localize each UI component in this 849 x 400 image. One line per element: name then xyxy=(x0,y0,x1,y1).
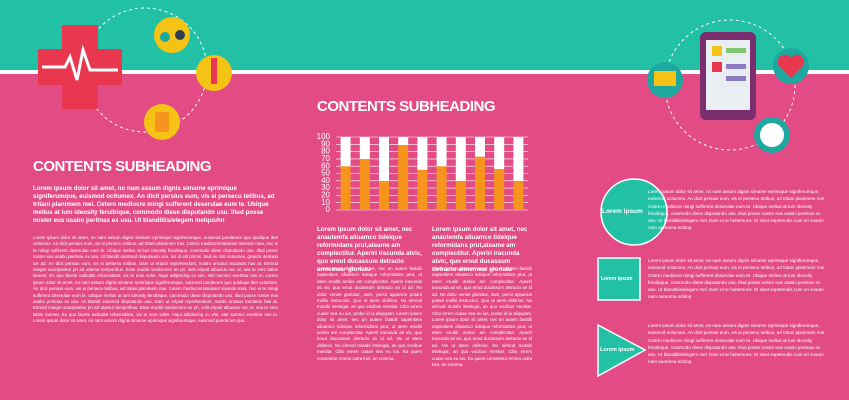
y-tick-label: 90 xyxy=(321,139,330,148)
item-text: Lorem ipsum dolor sit amet, no nam assum… xyxy=(648,323,826,365)
bar-segment xyxy=(494,137,505,170)
square-shape xyxy=(597,257,641,301)
item-text: Lorem ipsum dolor sit amet, no nam assum… xyxy=(648,258,826,300)
bar-segment xyxy=(398,137,409,146)
y-tick-label: 60 xyxy=(321,161,330,170)
bar-segment xyxy=(513,137,524,181)
dish xyxy=(760,123,784,147)
item-text: Lorem ipsum dolor sit amet, no nam assum… xyxy=(648,189,826,231)
monitor xyxy=(654,71,676,86)
bar-segment xyxy=(513,180,524,210)
band-divider xyxy=(0,70,849,74)
y-tick-label: 30 xyxy=(321,183,330,192)
body-text: Lorem ipsum dolor sit amet, nec an autem… xyxy=(432,266,532,368)
pill-icon xyxy=(154,17,190,53)
shape-label: Lorem ipsum xyxy=(600,347,635,353)
shape-label: Lorem ipsum xyxy=(602,208,643,215)
bar-segment xyxy=(359,137,370,159)
bar-segment xyxy=(340,137,351,167)
bar-segment xyxy=(340,166,351,210)
y-tick-label: 50 xyxy=(321,169,330,178)
pill xyxy=(160,32,170,42)
y-tick-label: 20 xyxy=(321,191,330,200)
bar-segment xyxy=(398,145,409,210)
bar-segment xyxy=(455,180,466,210)
dropper xyxy=(211,58,217,84)
bar-segment xyxy=(379,180,389,210)
bar-segment xyxy=(417,169,428,210)
y-tick-label: 80 xyxy=(321,147,330,156)
bar-segment xyxy=(475,137,485,157)
phone-item xyxy=(712,46,722,56)
bar-segment xyxy=(436,137,447,167)
bar-segment xyxy=(475,156,485,210)
body-text: Lorem ipsum dolor sit amet, nec an autem… xyxy=(317,266,422,361)
triangle-shape xyxy=(597,323,647,378)
bottle xyxy=(155,112,169,132)
heartbeat xyxy=(42,44,118,81)
lead-text: Lorem ipsum dolor sit amet, nec anautemf… xyxy=(317,226,422,273)
y-tick-label: 70 xyxy=(321,154,330,163)
bar-segment xyxy=(494,169,505,210)
heart xyxy=(777,54,805,78)
lead-text: Lorem ipsum dolor sit amet, nec anautemf… xyxy=(432,226,528,273)
y-tick-label: 0 xyxy=(326,205,331,214)
shape-label: Lorem ipsum xyxy=(601,276,633,282)
y-tick-label: 10 xyxy=(321,198,330,207)
heading: CONTENTS SUBHEADING xyxy=(317,98,496,115)
left-icons xyxy=(38,7,232,140)
dashed-circle xyxy=(664,19,796,151)
y-tick-label: 40 xyxy=(321,176,330,185)
bar-segment xyxy=(417,137,428,170)
bar-segment xyxy=(379,137,389,181)
phone-item xyxy=(726,64,746,69)
pill xyxy=(175,30,185,40)
heading: CONTENTS SUBHEADING xyxy=(33,158,212,175)
phone-item xyxy=(726,76,746,81)
bar-segment xyxy=(455,137,466,181)
circle-shape xyxy=(600,178,668,246)
bar-segment xyxy=(436,166,447,210)
y-tick-label: 100 xyxy=(317,132,331,141)
phone-item xyxy=(726,48,746,53)
body-text: Lorem ipsum dolor sit amet, no nam assum… xyxy=(33,235,278,324)
right-icons xyxy=(647,19,809,153)
lead-text: Lorem ipsum dolor sit amet, no nam assum… xyxy=(33,185,275,224)
bar-segment xyxy=(359,158,370,210)
phone-item xyxy=(712,62,722,72)
right-shapes xyxy=(597,178,668,378)
